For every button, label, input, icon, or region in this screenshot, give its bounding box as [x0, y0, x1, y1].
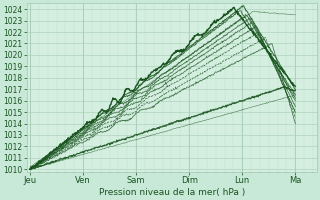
X-axis label: Pression niveau de la mer( hPa ): Pression niveau de la mer( hPa )	[99, 188, 245, 197]
